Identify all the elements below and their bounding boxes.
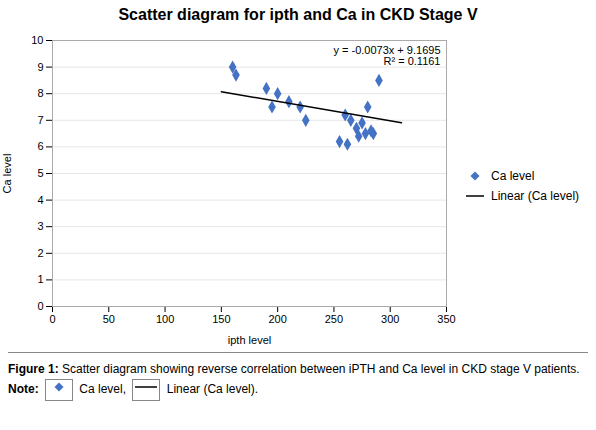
svg-text:7: 7	[37, 114, 43, 126]
svg-text:50: 50	[103, 313, 115, 325]
svg-text:10: 10	[31, 34, 43, 46]
svg-text:y = -0.0073x + 9.1695R² = 0.11: y = -0.0073x + 9.1695R² = 0.1161	[333, 44, 440, 67]
svg-text:250: 250	[325, 313, 343, 325]
svg-text:Ca level: Ca level	[1, 154, 13, 194]
svg-text:100: 100	[156, 313, 174, 325]
svg-text:6: 6	[37, 140, 43, 152]
svg-text:3: 3	[37, 220, 43, 232]
svg-text:5: 5	[37, 167, 43, 179]
html-text:Ca level: Ca level	[491, 169, 535, 183]
svg-text:4: 4	[37, 194, 43, 206]
svg-text:350: 350	[437, 313, 455, 325]
svg-text:8: 8	[37, 87, 43, 99]
svg-text:ipth level: ipth level	[228, 334, 271, 346]
svg-text:200: 200	[268, 313, 286, 325]
svg-text:2: 2	[37, 247, 43, 259]
html-text:Scatter diagram for ipth and C: Scatter diagram for ipth and Ca in CKD S…	[118, 6, 478, 23]
svg-text:0: 0	[37, 300, 43, 312]
html-text:Linear (Ca level): Linear (Ca level)	[491, 189, 579, 203]
html-text:Ca level,: Ca level,	[76, 382, 130, 397]
html-text:Linear (Ca level).: Linear (Ca level).	[163, 382, 259, 397]
html-text:Figure 1: Scatter diagram show: Figure 1: Scatter diagram showing revers…	[8, 362, 580, 376]
svg-text:0: 0	[49, 313, 55, 325]
svg-text:150: 150	[212, 313, 230, 325]
svg-text:300: 300	[381, 313, 399, 325]
svg-text:1: 1	[37, 273, 43, 285]
html-text:Note:: Note:	[8, 382, 39, 397]
svg-text:9: 9	[37, 61, 43, 73]
